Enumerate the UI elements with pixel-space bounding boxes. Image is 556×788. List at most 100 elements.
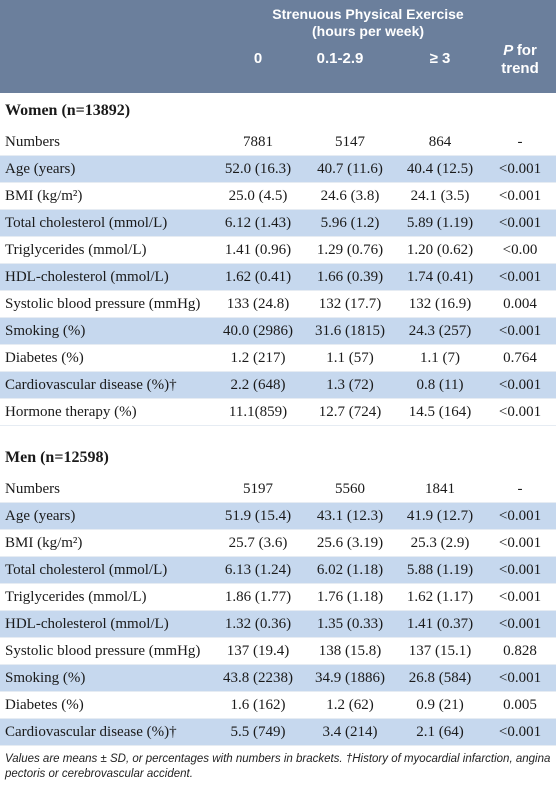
column-header-2: ≥ 3 — [429, 50, 451, 67]
table-row: Total cholesterol (mmol/L) 6.12 (1.43) 5.9… — [0, 210, 556, 237]
value-col-2: 40.4 (12.5) — [406, 161, 474, 177]
value-col-2: 0.8 (11) — [416, 377, 464, 393]
row-label: Systolic blood pressure (mmHg) — [5, 296, 201, 312]
table-row: BMI (kg/m²) 25.0 (4.5) 24.6 (3.8) 24.1 (3.5… — [0, 183, 556, 210]
table-row: Hormone therapy (%) 11.1(859) 12.7 (724) 14… — [0, 399, 556, 426]
value-col-1: 1.76 (1.18) — [316, 589, 384, 605]
p-trend-value: - — [517, 481, 523, 497]
p-trend-value: <0.001 — [498, 562, 542, 578]
value-col-2: 1.41 (0.37) — [406, 616, 474, 632]
value-col-0: 1.62 (0.41) — [224, 269, 292, 285]
group-title-line2: (hours per week) — [311, 23, 425, 39]
value-col-0: 1.6 (162) — [230, 697, 286, 713]
table-row: Age (years) 51.9 (15.4) 43.1 (12.3) 41.9 (1… — [0, 503, 556, 530]
table-row: Cardiovascular disease (%)† 2.2 (648) 1.3 … — [0, 372, 556, 399]
row-label: BMI (kg/m²) — [5, 535, 83, 551]
value-col-1: 34.9 (1886) — [315, 670, 385, 686]
value-col-1: 3.4 (214) — [322, 724, 378, 740]
p-trend-value: <0.00 — [502, 242, 538, 258]
value-col-1: 5147 — [335, 134, 365, 150]
value-col-0: 1.32 (0.36) — [224, 616, 292, 632]
row-label: Age (years) — [5, 161, 76, 177]
section-gap — [0, 426, 556, 440]
p-trend-value: <0.001 — [498, 269, 542, 285]
value-col-0: 5.5 (749) — [230, 724, 286, 740]
p-trend-value: <0.001 — [498, 616, 542, 632]
row-label: Systolic blood pressure (mmHg) — [5, 643, 201, 659]
p-trend-value: 0.005 — [503, 697, 537, 713]
value-col-2: 25.3 (2.9) — [410, 535, 470, 551]
value-col-0: 133 (24.8) — [226, 296, 290, 312]
table-row: HDL-cholesterol (mmol/L) 1.32 (0.36) 1.35 … — [0, 611, 556, 638]
value-col-1: 12.7 (724) — [318, 404, 382, 420]
value-col-0: 43.8 (2238) — [223, 670, 293, 686]
table-row: Smoking (%) 43.8 (2238) 34.9 (1886) 26.8 (5… — [0, 665, 556, 692]
value-col-0: 52.0 (16.3) — [224, 161, 292, 177]
p-trend-value: <0.001 — [498, 377, 542, 393]
value-col-0: 25.0 (4.5) — [228, 188, 288, 204]
value-col-0: 1.2 (217) — [230, 350, 286, 366]
p-trend-value: <0.001 — [498, 724, 542, 740]
value-col-1: 31.6 (1815) — [315, 323, 385, 339]
column-header-p-trend: P for trend — [485, 42, 555, 78]
p-label: P — [503, 42, 513, 59]
row-label: Triglycerides (mmol/L) — [5, 589, 147, 605]
value-col-2: 1.74 (0.41) — [406, 269, 474, 285]
women-rows: Numbers 7881 5147 864 - Age (years) 52.0 (16.3… — [0, 129, 556, 426]
value-col-2: 26.8 (584) — [408, 670, 472, 686]
table-row: Triglycerides (mmol/L) 1.86 (1.77) 1.76 (1… — [0, 584, 556, 611]
table-row: Systolic blood pressure (mmHg) 137 (19.4)… — [0, 638, 556, 665]
row-label: Triglycerides (mmol/L) — [5, 242, 147, 258]
women-section-title: Women (n=13892) — [5, 102, 131, 119]
p-trend-value: <0.001 — [498, 161, 542, 177]
group-title: Strenuous Physical Exercise (hours per w… — [250, 6, 486, 40]
value-col-1: 138 (15.8) — [318, 643, 382, 659]
table-row: Systolic blood pressure (mmHg) 133 (24.8)… — [0, 291, 556, 318]
value-col-2: 5.89 (1.19) — [406, 215, 474, 231]
value-col-2: 1841 — [425, 481, 455, 497]
p-trend-value: <0.001 — [498, 404, 542, 420]
footnote: Values are means ± SD, or percentages wi… — [5, 753, 551, 780]
value-col-1: 1.29 (0.76) — [316, 242, 384, 258]
value-col-1: 43.1 (12.3) — [316, 508, 384, 524]
column-header-0: 0 — [253, 50, 263, 67]
row-label: Numbers — [5, 481, 60, 497]
value-col-1: 1.66 (0.39) — [316, 269, 384, 285]
p-trend-value: <0.001 — [498, 535, 542, 551]
table-row: BMI (kg/m²) 25.7 (3.6) 25.6 (3.19) 25.3 (2.… — [0, 530, 556, 557]
group-title-line1: Strenuous Physical Exercise — [272, 6, 464, 22]
p-trend-value: <0.001 — [498, 323, 542, 339]
p-trend-value: <0.001 — [498, 670, 542, 686]
men-rows: Numbers 5197 5560 1841 - Age (years) 51.9 (15.… — [0, 476, 556, 746]
value-col-0: 51.9 (15.4) — [224, 508, 292, 524]
value-col-0: 2.2 (648) — [230, 377, 286, 393]
row-label: Smoking (%) — [5, 323, 86, 339]
table-row: Age (years) 52.0 (16.3) 40.7 (11.6) 40.4 (1… — [0, 156, 556, 183]
row-label: Total cholesterol (mmol/L) — [5, 562, 168, 578]
value-col-0: 7881 — [243, 134, 273, 150]
value-col-1: 1.3 (72) — [326, 377, 374, 393]
value-col-2: 864 — [428, 134, 452, 150]
row-label: Smoking (%) — [5, 670, 86, 686]
value-col-2: 1.20 (0.62) — [406, 242, 474, 258]
value-col-1: 6.02 (1.18) — [316, 562, 384, 578]
row-label: Total cholesterol (mmol/L) — [5, 215, 168, 231]
table-row: HDL-cholesterol (mmol/L) 1.62 (0.41) 1.66 … — [0, 264, 556, 291]
table-row: Diabetes (%) 1.2 (217) 1.1 (57) 1.1 (7) 0.76… — [0, 345, 556, 372]
value-col-0: 6.12 (1.43) — [224, 215, 292, 231]
value-col-0: 137 (19.4) — [226, 643, 290, 659]
table-row: Diabetes (%) 1.6 (162) 1.2 (62) 0.9 (21) 0.0… — [0, 692, 556, 719]
value-col-2: 24.3 (257) — [408, 323, 472, 339]
table-row: Smoking (%) 40.0 (2986) 31.6 (1815) 24.3 (2… — [0, 318, 556, 345]
row-label: HDL-cholesterol (mmol/L) — [5, 616, 169, 632]
value-col-1: 40.7 (11.6) — [317, 161, 383, 177]
value-col-0: 11.1(859) — [228, 404, 288, 420]
value-col-2: 132 (16.9) — [408, 296, 472, 312]
p-trend-value: <0.001 — [498, 188, 542, 204]
row-label: Cardiovascular disease (%)† — [5, 377, 177, 393]
value-col-2: 1.62 (1.17) — [406, 589, 474, 605]
value-col-1: 5560 — [335, 481, 365, 497]
value-col-1: 24.6 (3.8) — [320, 188, 380, 204]
value-col-0: 25.7 (3.6) — [228, 535, 288, 551]
